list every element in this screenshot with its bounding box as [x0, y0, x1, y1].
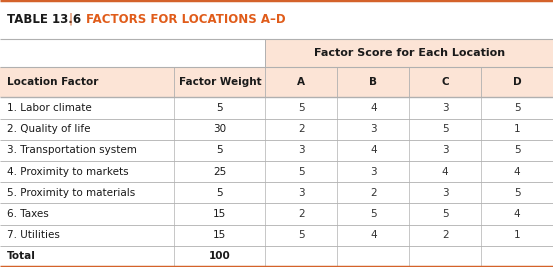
Text: 1: 1	[514, 230, 520, 240]
Text: D: D	[513, 77, 521, 87]
Text: C: C	[441, 77, 449, 87]
Text: 5: 5	[217, 103, 223, 113]
Text: 1: 1	[514, 124, 520, 134]
Text: 5: 5	[514, 146, 520, 155]
Text: 3: 3	[442, 146, 448, 155]
Bar	[0, 119, 553, 140]
Bar	[0, 67, 553, 97]
Bar	[0, 97, 553, 119]
Text: 5: 5	[217, 146, 223, 155]
Text: Factor Score for Each Location: Factor Score for Each Location	[314, 48, 505, 58]
Text: 3: 3	[298, 188, 305, 198]
Text: Factor Weight: Factor Weight	[179, 77, 261, 87]
Text: 5: 5	[298, 103, 305, 113]
Text: 30: 30	[213, 124, 226, 134]
Text: |: |	[68, 13, 72, 26]
Text: B: B	[369, 77, 377, 87]
Text: 4: 4	[442, 167, 448, 177]
Text: 4: 4	[514, 209, 520, 219]
Text: 5: 5	[514, 103, 520, 113]
Text: 2: 2	[442, 230, 448, 240]
Bar	[265, 39, 553, 67]
Text: Total: Total	[7, 252, 35, 261]
Bar	[0, 225, 553, 246]
Bar	[0, 246, 553, 267]
Text: 25: 25	[213, 167, 226, 177]
Text: A: A	[298, 77, 305, 87]
Text: FACTORS FOR LOCATIONS A–D: FACTORS FOR LOCATIONS A–D	[86, 13, 285, 26]
Text: 4: 4	[370, 146, 377, 155]
Text: 4: 4	[370, 230, 377, 240]
Text: 4: 4	[514, 167, 520, 177]
Text: 3: 3	[370, 124, 377, 134]
Text: 100: 100	[209, 252, 231, 261]
Text: 3: 3	[442, 188, 448, 198]
Bar	[0, 182, 553, 203]
Text: 2: 2	[298, 209, 305, 219]
Bar	[0, 39, 265, 67]
Text: 7. Utilities: 7. Utilities	[7, 230, 60, 240]
Text: 6. Taxes: 6. Taxes	[7, 209, 48, 219]
Text: 2. Quality of life: 2. Quality of life	[7, 124, 90, 134]
Text: 5: 5	[442, 209, 448, 219]
Text: TABLE 13.6: TABLE 13.6	[7, 13, 81, 26]
Text: 4: 4	[370, 103, 377, 113]
Text: 5: 5	[514, 188, 520, 198]
Text: 3. Transportation system: 3. Transportation system	[7, 146, 137, 155]
Text: 5. Proximity to materials: 5. Proximity to materials	[7, 188, 135, 198]
Text: 3: 3	[298, 146, 305, 155]
Text: 1. Labor climate: 1. Labor climate	[7, 103, 91, 113]
Text: 5: 5	[442, 124, 448, 134]
Text: 5: 5	[298, 167, 305, 177]
Text: 5: 5	[217, 188, 223, 198]
Text: 2: 2	[370, 188, 377, 198]
Bar	[0, 161, 553, 182]
Bar	[0, 140, 553, 161]
Text: 3: 3	[370, 167, 377, 177]
Text: 15: 15	[213, 230, 226, 240]
Text: 2: 2	[298, 124, 305, 134]
Text: 5: 5	[298, 230, 305, 240]
Bar	[0, 0, 553, 39]
Bar	[0, 203, 553, 225]
Text: 5: 5	[370, 209, 377, 219]
Text: 15: 15	[213, 209, 226, 219]
Text: 3: 3	[442, 103, 448, 113]
Text: Location Factor: Location Factor	[7, 77, 98, 87]
Text: 4. Proximity to markets: 4. Proximity to markets	[7, 167, 128, 177]
